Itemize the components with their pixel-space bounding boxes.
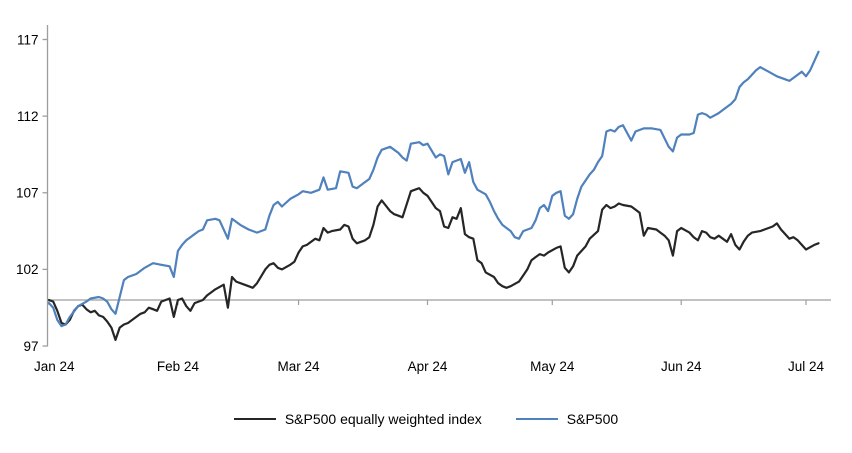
x-tick-label: Mar 24: [278, 359, 321, 374]
series-line-sp500-equal-weight: [47, 187, 820, 341]
legend-item-equal-weight: S&P500 equally weighted index: [233, 411, 482, 427]
x-tick-label: Apr 24: [408, 359, 448, 374]
legend-line-swatch-dark: [233, 418, 276, 420]
x-tick-label: May 24: [530, 359, 575, 374]
legend-label-sp500: S&P500: [566, 411, 619, 427]
y-tick-label: 102: [16, 262, 39, 277]
x-tick-label: Feb 24: [157, 359, 200, 374]
x-tick-label: Jan 24: [34, 359, 75, 374]
x-tick-label: Jul 24: [788, 359, 825, 374]
series-line-sp500: [47, 50, 820, 328]
legend-label-equal-weight: S&P500 equally weighted index: [284, 411, 482, 427]
legend-line-swatch-blue: [515, 418, 558, 420]
y-tick-label: 117: [17, 32, 39, 47]
y-tick-label: 97: [23, 339, 38, 354]
legend: S&P500 equally weighted index S&P500: [0, 411, 852, 427]
x-tick-label: Jun 24: [661, 359, 702, 374]
y-tick-label: 112: [17, 109, 39, 124]
y-tick-label: 107: [16, 186, 39, 201]
legend-item-sp500: S&P500: [515, 411, 619, 427]
